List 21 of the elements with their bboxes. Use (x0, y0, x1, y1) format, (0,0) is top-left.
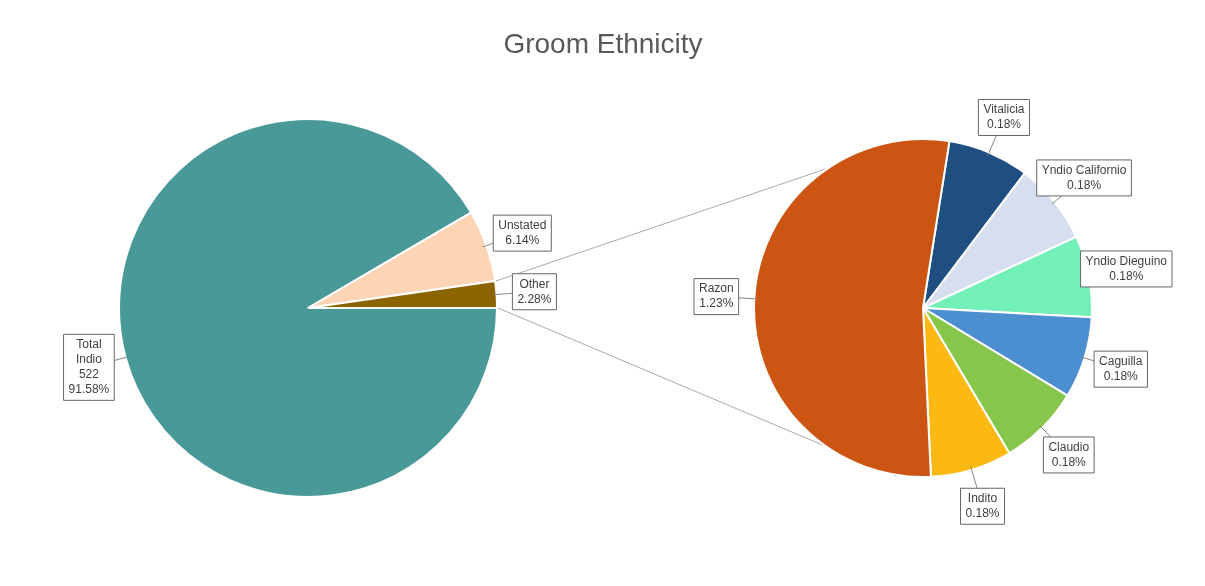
slice-label: Claudio (1048, 439, 1090, 454)
chart-title: Groom Ethnicity (502, 28, 704, 60)
slice-label: Yndio Dieguino (1085, 253, 1168, 268)
slice-label: Yndio Californio (1041, 162, 1127, 177)
slice-label: Other (519, 276, 550, 291)
data-label: 6.14% (505, 232, 540, 247)
data-label: 2.28% (517, 291, 552, 306)
data-label: 0.18% (1103, 368, 1139, 383)
data-label: 0.18% (1051, 454, 1087, 469)
slice-label: Total Indio (75, 337, 103, 367)
data-label: 0.18% (1109, 268, 1144, 283)
slice-label: Unstated (498, 217, 547, 232)
data-label: 1.23% (699, 296, 734, 311)
data-label: 522 91.58% (68, 367, 110, 397)
slice-label: Razon (698, 281, 734, 296)
slice-label: Indito (967, 491, 998, 506)
slice-label: Vitalicia (983, 102, 1025, 117)
slice-label: Caguilla (1099, 353, 1143, 368)
data-label: 0.18% (965, 506, 1000, 521)
data-label: 0.18% (986, 117, 1022, 132)
data-label: 0.18% (1067, 177, 1102, 192)
